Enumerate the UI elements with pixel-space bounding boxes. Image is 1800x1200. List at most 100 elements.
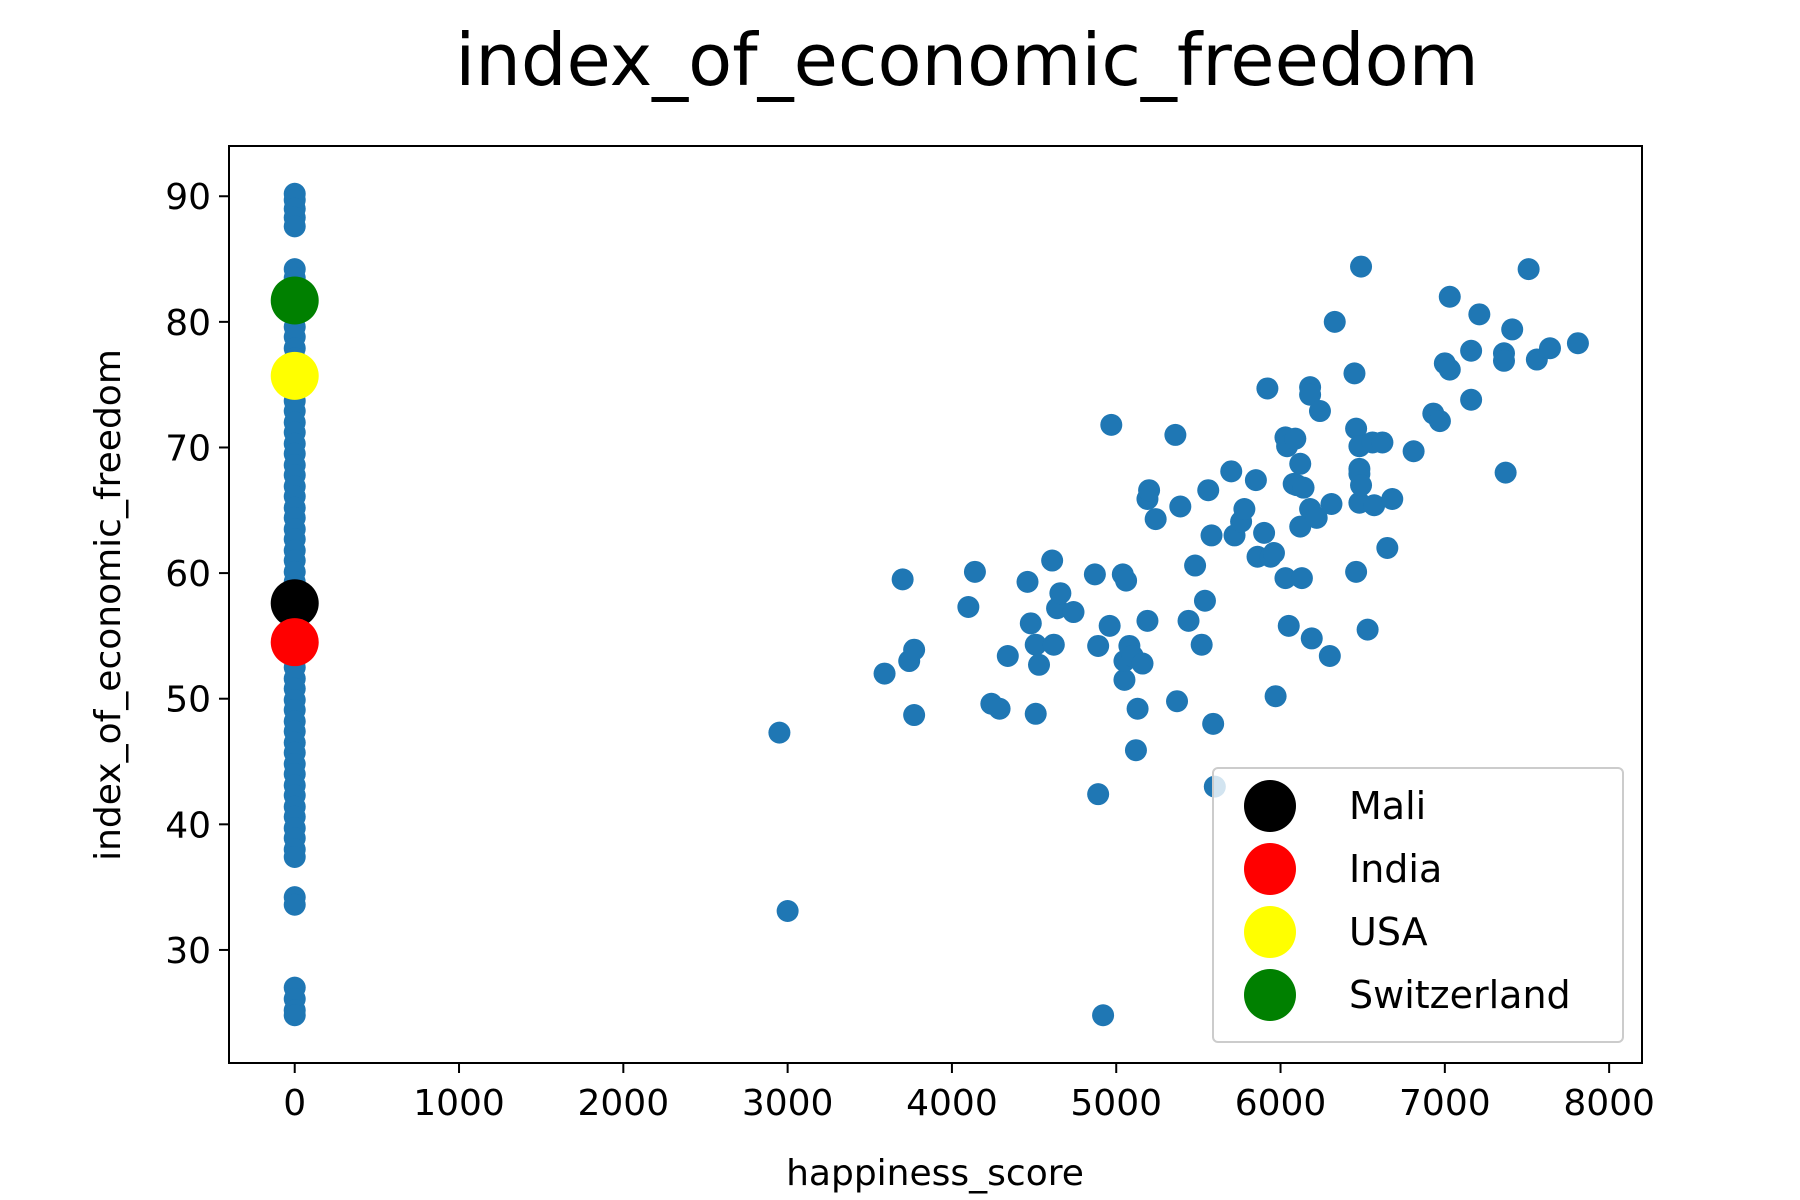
scatter-point [1202, 712, 1225, 735]
scatter-point [1177, 609, 1200, 632]
scatter-point [1115, 569, 1138, 592]
y-tick-label: 80 [165, 303, 211, 344]
x-tick-label: 0 [283, 1083, 306, 1124]
scatter-point [1381, 487, 1404, 510]
scatter-point [1460, 339, 1483, 362]
x-tick-label: 3000 [742, 1083, 834, 1124]
scatter-point [873, 662, 896, 685]
scatter-point [1438, 285, 1461, 308]
scatter-point [1113, 668, 1136, 691]
x-axis: 0 1000 2000 3000 4000 5000 6000 7000 8000 [283, 1063, 1655, 1124]
scatter-point [1264, 685, 1287, 708]
y-tick-label: 30 [165, 931, 211, 972]
x-tick-label: 7000 [1399, 1083, 1491, 1124]
x-tick-label: 8000 [1563, 1083, 1655, 1124]
scatter-point [283, 215, 306, 238]
legend-label: USA [1349, 910, 1428, 954]
y-tick-label: 40 [165, 805, 211, 846]
scatter-point [1350, 474, 1373, 497]
y-tick-label: 90 [165, 177, 211, 218]
x-tick-label: 6000 [1235, 1083, 1327, 1124]
scatter-point [903, 638, 926, 661]
india-point [270, 618, 319, 667]
x-tick-label: 5000 [1070, 1083, 1162, 1124]
scatter-point [1299, 383, 1322, 406]
scatter-point [1244, 469, 1267, 492]
scatter-point [1320, 493, 1343, 516]
scatter-point [1041, 549, 1064, 572]
y-axis: 30 40 50 60 70 80 90 [165, 177, 229, 972]
points-layer [270, 182, 1589, 1027]
scatter-point [1016, 570, 1039, 593]
scatter-point [891, 568, 914, 591]
x-tick-label: 2000 [578, 1083, 670, 1124]
scatter-point [283, 845, 306, 868]
scatter-point [1100, 413, 1123, 436]
usa-point [270, 351, 319, 400]
scatter-point [1305, 506, 1328, 529]
scatter-point [1193, 589, 1216, 612]
y-axis-label: index_of_economic_freedom [88, 349, 129, 861]
scatter-point [1323, 310, 1346, 333]
scatter-point [903, 704, 926, 727]
scatter-point [1062, 601, 1085, 624]
legend-label: Switzerland [1349, 973, 1571, 1017]
x-tick-label: 4000 [906, 1083, 998, 1124]
scatter-point [1184, 554, 1207, 577]
scatter-point [1308, 400, 1331, 423]
scatter-point [1376, 536, 1399, 559]
scatter-point [283, 893, 306, 916]
scatter-point [1024, 702, 1047, 725]
scatter-point [1363, 494, 1386, 517]
scatter-point [1538, 337, 1561, 360]
y-tick-label: 60 [165, 554, 211, 595]
legend-label: Mali [1349, 784, 1426, 828]
mali-point [270, 579, 319, 628]
scatter-point [1350, 255, 1373, 278]
legend-marker [1244, 843, 1296, 895]
scatter-point [1166, 690, 1189, 713]
scatter-point [988, 697, 1011, 720]
scatter-point [1233, 498, 1256, 521]
scatter-point [1019, 612, 1042, 635]
scatter-point [1492, 349, 1515, 372]
scatter-point [1136, 609, 1159, 632]
scatter-point [1501, 318, 1524, 341]
scatter-point [1220, 460, 1243, 483]
scatter-point [1292, 476, 1315, 499]
scatter-point [1131, 652, 1154, 675]
scatter-point [1024, 633, 1047, 656]
scatter-point [1517, 258, 1540, 281]
scatter-point [1164, 423, 1187, 446]
scatter-point [1438, 358, 1461, 381]
legend-marker [1244, 780, 1296, 832]
scatter-point [776, 900, 799, 923]
scatter-point [1289, 452, 1312, 475]
scatter-point [1092, 1004, 1115, 1027]
scatter-point [1126, 697, 1149, 720]
scatter-point [1098, 614, 1121, 637]
scatter-point [1256, 377, 1279, 400]
scatter-point [1083, 563, 1106, 586]
scatter-point [1197, 479, 1220, 502]
scatter-point [1138, 479, 1161, 502]
scatter-point [996, 645, 1019, 668]
x-tick-label: 1000 [413, 1083, 505, 1124]
scatter-point [1300, 627, 1323, 650]
scatter-point [1343, 362, 1366, 385]
scatter-point [1402, 440, 1425, 463]
legend-box [1212, 767, 1624, 1043]
scatter-point [1042, 633, 1065, 656]
scatter-point [1028, 653, 1051, 676]
scatter-point [768, 721, 791, 744]
x-axis-label: happiness_score [786, 1153, 1084, 1194]
scatter-point [963, 560, 986, 583]
legend: Mali India USA Switzerland [1212, 767, 1624, 1043]
scatter-point [1460, 388, 1483, 411]
scatter-point [1144, 508, 1167, 531]
scatter-point [1049, 582, 1072, 605]
scatter-point [1190, 633, 1213, 656]
scatter-point [1494, 461, 1517, 484]
